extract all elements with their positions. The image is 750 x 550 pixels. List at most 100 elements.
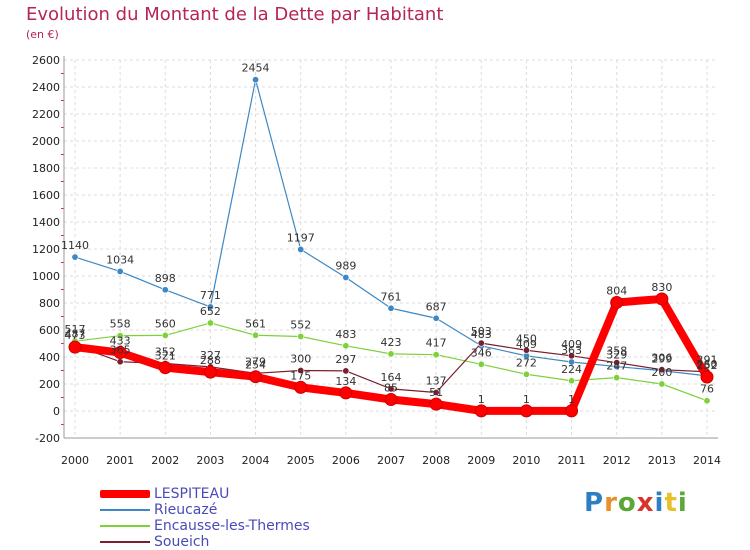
data-label-2: 272: [516, 356, 537, 369]
data-label-0: 321: [155, 350, 176, 363]
data-label-1: 2454: [242, 62, 270, 75]
data-label-0: 51: [429, 386, 443, 399]
series-point-1: [71, 253, 79, 261]
grid: [64, 59, 718, 439]
data-label-1: 898: [155, 272, 176, 285]
y-tick-label: 800: [39, 297, 60, 310]
data-label-3: 327: [200, 349, 221, 362]
data-label-2: 561: [245, 317, 266, 330]
legend-label-soueich: Soueich: [154, 534, 210, 550]
data-label-2: 76: [700, 383, 714, 396]
y-tick-label: 600: [39, 324, 60, 337]
data-label-2: 560: [155, 317, 176, 330]
series-point-3: [477, 339, 485, 347]
series-point-0: [384, 393, 398, 407]
legend-swatch-lespiteau: [100, 490, 150, 498]
x-tick-label: 2008: [422, 454, 450, 467]
data-label-3: 306: [651, 352, 672, 365]
series-point-1: [206, 303, 214, 311]
y-tick-label: 1600: [32, 189, 60, 202]
x-tick-label: 2013: [648, 454, 676, 467]
data-label-3: 450: [516, 332, 537, 345]
data-label-1: 1140: [61, 239, 89, 252]
data-label-0: 134: [335, 375, 356, 388]
y-tick-label: 2200: [32, 108, 60, 121]
series-point-0: [203, 365, 217, 379]
series-point-2: [613, 374, 621, 382]
data-label-2: 552: [290, 318, 311, 331]
y-tick-label: -200: [35, 432, 60, 445]
series-point-2: [161, 331, 169, 339]
series-point-1: [161, 286, 169, 294]
y-tick-label: 2600: [32, 54, 60, 67]
series-point-2: [568, 377, 576, 385]
series-point-2: [206, 319, 214, 327]
y-tick-label: 2400: [32, 81, 60, 94]
data-label-3: 137: [426, 375, 447, 388]
y-tick-label: 1400: [32, 216, 60, 229]
x-tick-label: 2012: [603, 454, 631, 467]
series-point-2: [432, 351, 440, 359]
x-tick-label: 2005: [287, 454, 315, 467]
axes: -200020040060080010001200140016001800200…: [32, 54, 721, 467]
data-label-0: 252: [697, 359, 718, 372]
series-point-3: [522, 346, 530, 354]
data-label-3: 487: [65, 327, 86, 340]
series-point-1: [387, 304, 395, 312]
data-label-1: 483: [471, 328, 492, 341]
data-label-3: 279: [245, 355, 266, 368]
data-label-0: 175: [290, 369, 311, 382]
series-point-0: [565, 404, 579, 418]
data-label-1: 1034: [106, 253, 134, 266]
x-tick-label: 2007: [377, 454, 405, 467]
data-label-3: 358: [606, 345, 627, 358]
data-label-0: 433: [110, 335, 131, 348]
y-tick-label: 1000: [32, 270, 60, 283]
legend-label-lespiteau: LESPITEAU: [154, 486, 230, 502]
x-tick-label: 2004: [242, 454, 270, 467]
series-group: [68, 76, 714, 418]
data-label-0: 254: [245, 359, 266, 372]
x-tick-label: 2002: [151, 454, 179, 467]
legend-label-rieucaze: Rieucazé: [154, 502, 218, 518]
data-labels: 473 433 321 288 254 175 134 85 51 1 1 1 804 830 252 114…: [61, 62, 718, 406]
data-label-0: 85: [384, 382, 398, 395]
data-label-1: 329: [606, 349, 627, 362]
series-point-0: [68, 340, 82, 354]
y-tick-label: 2000: [32, 135, 60, 148]
data-label-2: 200: [651, 366, 672, 379]
series-point-0: [113, 346, 127, 360]
data-label-3: 352: [155, 345, 176, 358]
legend-swatch-rieucaze: [100, 509, 150, 511]
series-point-1: [297, 245, 305, 253]
data-label-3: 291: [697, 354, 718, 367]
y-tick-label: 1800: [32, 162, 60, 175]
data-label-1: 363: [561, 344, 582, 357]
data-label-0: 830: [651, 281, 672, 294]
series-point-2: [703, 397, 711, 405]
data-label-1: 687: [426, 300, 447, 313]
series-point-0: [249, 370, 263, 384]
series-point-0: [700, 370, 714, 384]
data-label-2: 247: [606, 360, 627, 373]
x-tick-label: 2006: [332, 454, 360, 467]
series-point-0: [339, 386, 353, 400]
data-label-1: 1197: [287, 231, 315, 244]
series-point-3: [387, 385, 395, 393]
series-point-2: [658, 380, 666, 388]
data-label-1: 299: [651, 353, 672, 366]
legend-swatch-soueich: [100, 541, 150, 543]
data-label-0: 1: [523, 393, 530, 406]
data-label-1: 761: [381, 290, 402, 303]
series-point-2: [387, 350, 395, 358]
data-label-2: 483: [335, 328, 356, 341]
data-label-3: 300: [290, 353, 311, 366]
y-tick-label: 400: [39, 351, 60, 364]
data-label-2: 224: [561, 363, 582, 376]
x-tick-label: 2000: [61, 454, 89, 467]
series-point-3: [297, 366, 305, 374]
series-point-0: [429, 397, 443, 411]
y-tick-label: 1200: [32, 243, 60, 256]
data-label-2: 417: [426, 337, 447, 350]
series-point-0: [474, 404, 488, 418]
